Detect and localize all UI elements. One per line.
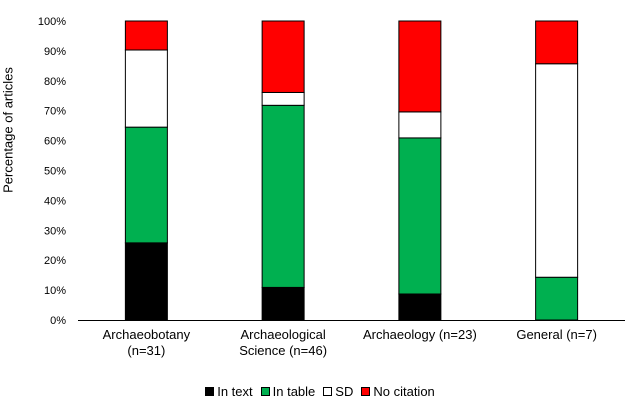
legend-label: In table: [272, 384, 316, 399]
bar-segment-in-table: [535, 276, 579, 321]
y-tick-label: 40%: [44, 195, 66, 207]
bar-segment-in-table: [398, 137, 442, 295]
bar-segment-sd: [398, 111, 442, 139]
y-tick-label: 0%: [50, 315, 66, 327]
bar-stack: [398, 20, 442, 321]
x-category-label: Archaeobotany (n=31): [66, 327, 226, 359]
legend-swatch: [323, 387, 333, 396]
x-category-label-line1: Archaeology (n=23): [362, 327, 477, 342]
bar-segment-no-citation: [124, 20, 168, 51]
legend-label: SD: [335, 384, 354, 399]
legend-item: In table: [260, 384, 316, 399]
y-tick-label: 60%: [44, 136, 66, 148]
y-axis-ticks: 0% 10% 20% 30% 40% 50% 60% 70% 80% 90% 100%: [38, 16, 66, 327]
bar-segment-in-table: [261, 104, 305, 288]
legend: In text In table SD No citation: [0, 384, 640, 399]
legend-swatch: [361, 387, 371, 396]
legend-swatch: [260, 387, 270, 396]
bar-stack: [535, 20, 579, 321]
x-category-label-line1: Archaeobotany: [102, 327, 191, 342]
y-tick-label: 80%: [44, 76, 66, 88]
bar-segment-sd: [124, 49, 168, 128]
bar-stack: [124, 20, 168, 321]
legend-swatch: [205, 387, 215, 396]
x-category-label: Archaeology (n=23): [340, 327, 500, 343]
bar-segment-sd: [261, 91, 305, 106]
bar-segment-in-text: [124, 242, 168, 321]
legend-item: No citation: [361, 384, 435, 399]
x-category-label-line1: General (n=7): [516, 327, 597, 342]
bar-segment-no-citation: [261, 20, 305, 93]
x-category-label: General (n=7): [477, 327, 637, 343]
bar-segment-no-citation: [535, 20, 579, 65]
y-tick-label: 90%: [44, 46, 66, 58]
bar-segment-in-text: [398, 293, 442, 321]
x-category-label-line1: Archaeological: [240, 327, 326, 342]
y-tick-label: 20%: [44, 255, 66, 267]
x-category-label: Archaeological Science (n=46): [203, 327, 363, 359]
y-tick-label: 30%: [44, 225, 66, 237]
bar-segment-in-text: [261, 286, 305, 321]
bar-segment-sd: [535, 63, 579, 278]
x-category-label-line2: (n=31): [127, 343, 166, 358]
bar-stack: [261, 20, 305, 321]
bar-series: [124, 20, 579, 321]
legend-item: In text: [205, 384, 253, 399]
y-tick-label: 10%: [44, 285, 66, 297]
x-category-label-line2: Science (n=46): [239, 343, 328, 358]
legend-label: In text: [217, 384, 253, 399]
bar-segment-no-citation: [398, 20, 442, 113]
bar-segment-in-table: [124, 126, 168, 244]
legend-label: No citation: [373, 384, 435, 399]
y-tick-label: 70%: [44, 106, 66, 118]
y-tick-label: 50%: [44, 166, 66, 178]
legend-item: SD: [323, 384, 353, 399]
y-tick-label: 100%: [38, 16, 66, 28]
